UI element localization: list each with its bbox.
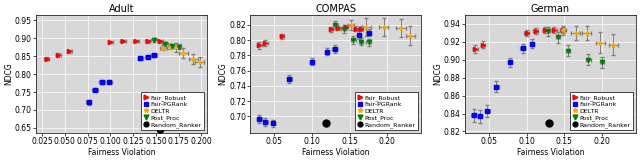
X-axis label: Fairness Violation: Fairness Violation [302,148,369,157]
Y-axis label: NDCG: NDCG [219,63,228,85]
Legend: Fair_Robust, Fair-PGRank, DELTR, Post_Proc, Random_Ranker: Fair_Robust, Fair-PGRank, DELTR, Post_Pr… [141,92,204,130]
X-axis label: Fairness Violation: Fairness Violation [88,148,155,157]
Title: COMPAS: COMPAS [316,4,356,14]
Legend: Fair_Robust, Fair-PGRank, DELTR, Post_Proc, Random_Ranker: Fair_Robust, Fair-PGRank, DELTR, Post_Pr… [570,92,633,130]
Legend: Fair_Robust, Fair-PGRank, DELTR, Post_Proc, Random_Ranker: Fair_Robust, Fair-PGRank, DELTR, Post_Pr… [355,92,418,130]
X-axis label: Fairness Violation: Fairness Violation [516,148,584,157]
Title: German: German [531,4,570,14]
Y-axis label: NDCG: NDCG [433,63,442,85]
Y-axis label: NDCG: NDCG [4,63,13,85]
Title: Adult: Adult [109,4,134,14]
